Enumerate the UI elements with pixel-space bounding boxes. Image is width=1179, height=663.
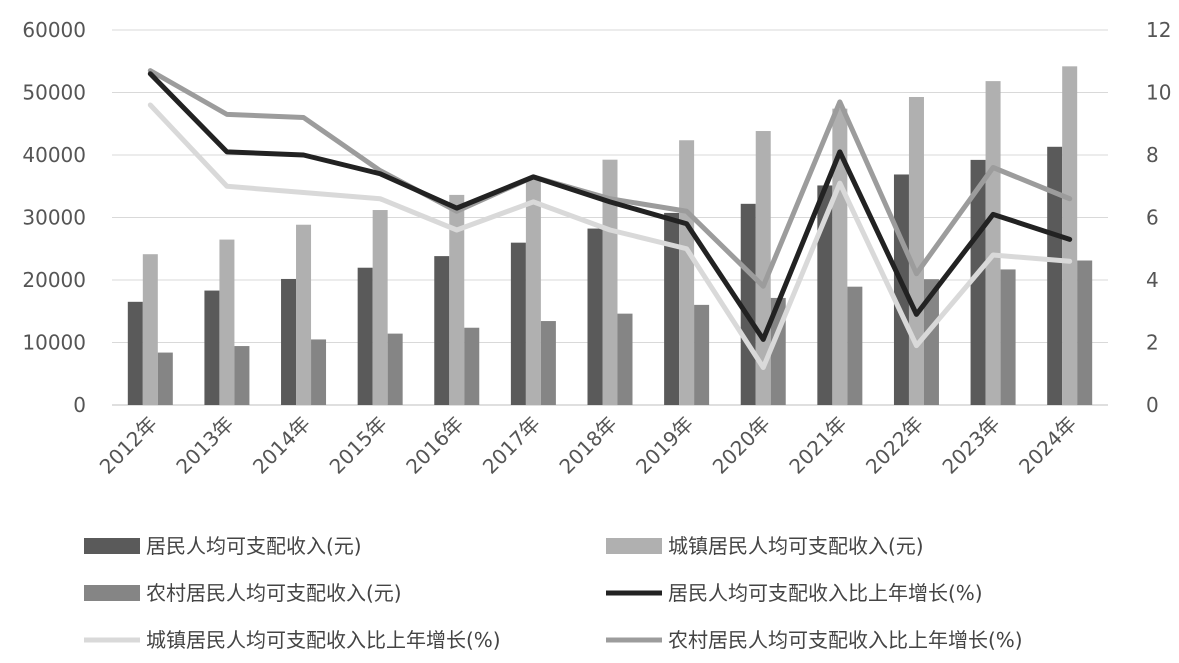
- x-tick-label: 2016年: [401, 412, 468, 479]
- bar-series-2: [449, 194, 465, 405]
- bar-series-3: [540, 321, 556, 405]
- x-tick-label: 2012年: [95, 412, 162, 479]
- x-axis: 2012年 2013年 2014年 2015年 2016年 2017年 2018年 2019年…: [95, 412, 1081, 479]
- y-right-tick-label: 0: [1146, 393, 1159, 417]
- x-tick-label: 2018年: [554, 412, 621, 479]
- y-left-tick-label: 0: [73, 393, 86, 417]
- y-axis-right: 0 2 4 6 8 10 12: [1146, 18, 1171, 417]
- y-right-tick-label: 2: [1146, 331, 1159, 355]
- legend: 居民人均可支配收入(元) 城镇居民人均可支配收入(元) 农村居民人均可支配收入(元)…: [84, 534, 1023, 652]
- x-tick-label: 2019年: [631, 412, 698, 479]
- y-left-tick-label: 30000: [22, 206, 86, 230]
- bar-series-3: [617, 313, 633, 405]
- bar-series-1: [970, 159, 986, 405]
- y-left-tick-label: 50000: [22, 81, 86, 105]
- bar-series-1: [664, 212, 680, 405]
- bar-series-2: [1062, 66, 1078, 405]
- bar-series-1: [510, 242, 526, 405]
- x-tick-label: 2022年: [861, 412, 928, 479]
- legend-label: 居民人均可支配收入比上年增长(%): [668, 581, 983, 605]
- x-tick-label: 2017年: [478, 412, 545, 479]
- bar-series-1: [281, 278, 297, 405]
- bar-series-2: [219, 239, 235, 405]
- bar-series-1: [1047, 146, 1063, 405]
- bar-series-3: [387, 333, 403, 405]
- x-tick-label: 2013年: [171, 412, 238, 479]
- y-right-tick-label: 6: [1146, 206, 1159, 230]
- legend-swatch: [84, 585, 140, 601]
- bars: [127, 66, 1093, 406]
- bar-series-2: [372, 210, 388, 405]
- bar-series-2: [908, 96, 924, 405]
- legend-label: 居民人均可支配收入(元): [146, 534, 362, 558]
- bar-series-1: [817, 185, 833, 405]
- bar-series-1: [127, 301, 143, 405]
- x-tick-label: 2014年: [248, 412, 315, 479]
- bar-series-3: [464, 327, 480, 405]
- y-axis-left: 0 10000 20000 30000 40000 50000 60000: [22, 18, 86, 417]
- y-left-tick-label: 60000: [22, 18, 86, 42]
- x-tick-label: 2021年: [784, 412, 851, 479]
- lines: [147, 68, 1073, 370]
- y-right-tick-label: 4: [1146, 268, 1159, 292]
- line-series-1: [147, 71, 1073, 342]
- bar-series-1: [740, 203, 756, 405]
- bar-series-3: [1000, 269, 1016, 405]
- bar-series-3: [311, 339, 327, 405]
- bar-series-2: [985, 81, 1001, 406]
- bar-series-3: [157, 352, 173, 405]
- bar-series-2: [296, 224, 312, 405]
- bar-series-3: [234, 346, 250, 405]
- y-left-tick-label: 10000: [22, 331, 86, 355]
- x-tick-label: 2020年: [708, 412, 775, 479]
- bar-series-2: [525, 177, 541, 405]
- bar-series-2: [142, 254, 158, 405]
- x-tick-label: 2024年: [1014, 412, 1081, 479]
- legend-label: 城镇居民人均可支配收入比上年增长(%): [146, 628, 501, 652]
- x-tick-label: 2015年: [325, 412, 392, 479]
- y-right-tick-label: 8: [1146, 143, 1159, 167]
- bar-series-3: [923, 279, 939, 405]
- x-tick-label: 2023年: [938, 412, 1005, 479]
- legend-swatch: [84, 538, 140, 554]
- bar-series-1: [204, 290, 220, 405]
- bar-series-3: [694, 304, 710, 405]
- y-right-tick-label: 10: [1146, 81, 1171, 105]
- line-series-2: [147, 102, 1073, 370]
- legend-label: 城镇居民人均可支配收入(元): [668, 534, 924, 558]
- bar-series-1: [357, 267, 373, 405]
- y-left-tick-label: 20000: [22, 268, 86, 292]
- y-left-tick-label: 40000: [22, 143, 86, 167]
- line-series-3: [147, 68, 1073, 289]
- y-right-tick-label: 12: [1146, 18, 1171, 42]
- bar-series-2: [602, 159, 618, 405]
- bar-series-2: [832, 108, 848, 406]
- bar-series-2: [679, 140, 695, 405]
- bar-series-3: [1077, 260, 1093, 405]
- legend-label: 农村居民人均可支配收入(元): [146, 581, 402, 605]
- bar-series-1: [434, 256, 450, 405]
- legend-swatch: [606, 538, 662, 554]
- bar-series-3: [847, 286, 863, 405]
- bar-series-1: [587, 228, 603, 405]
- legend-label: 农村居民人均可支配收入比上年增长(%): [668, 628, 1023, 652]
